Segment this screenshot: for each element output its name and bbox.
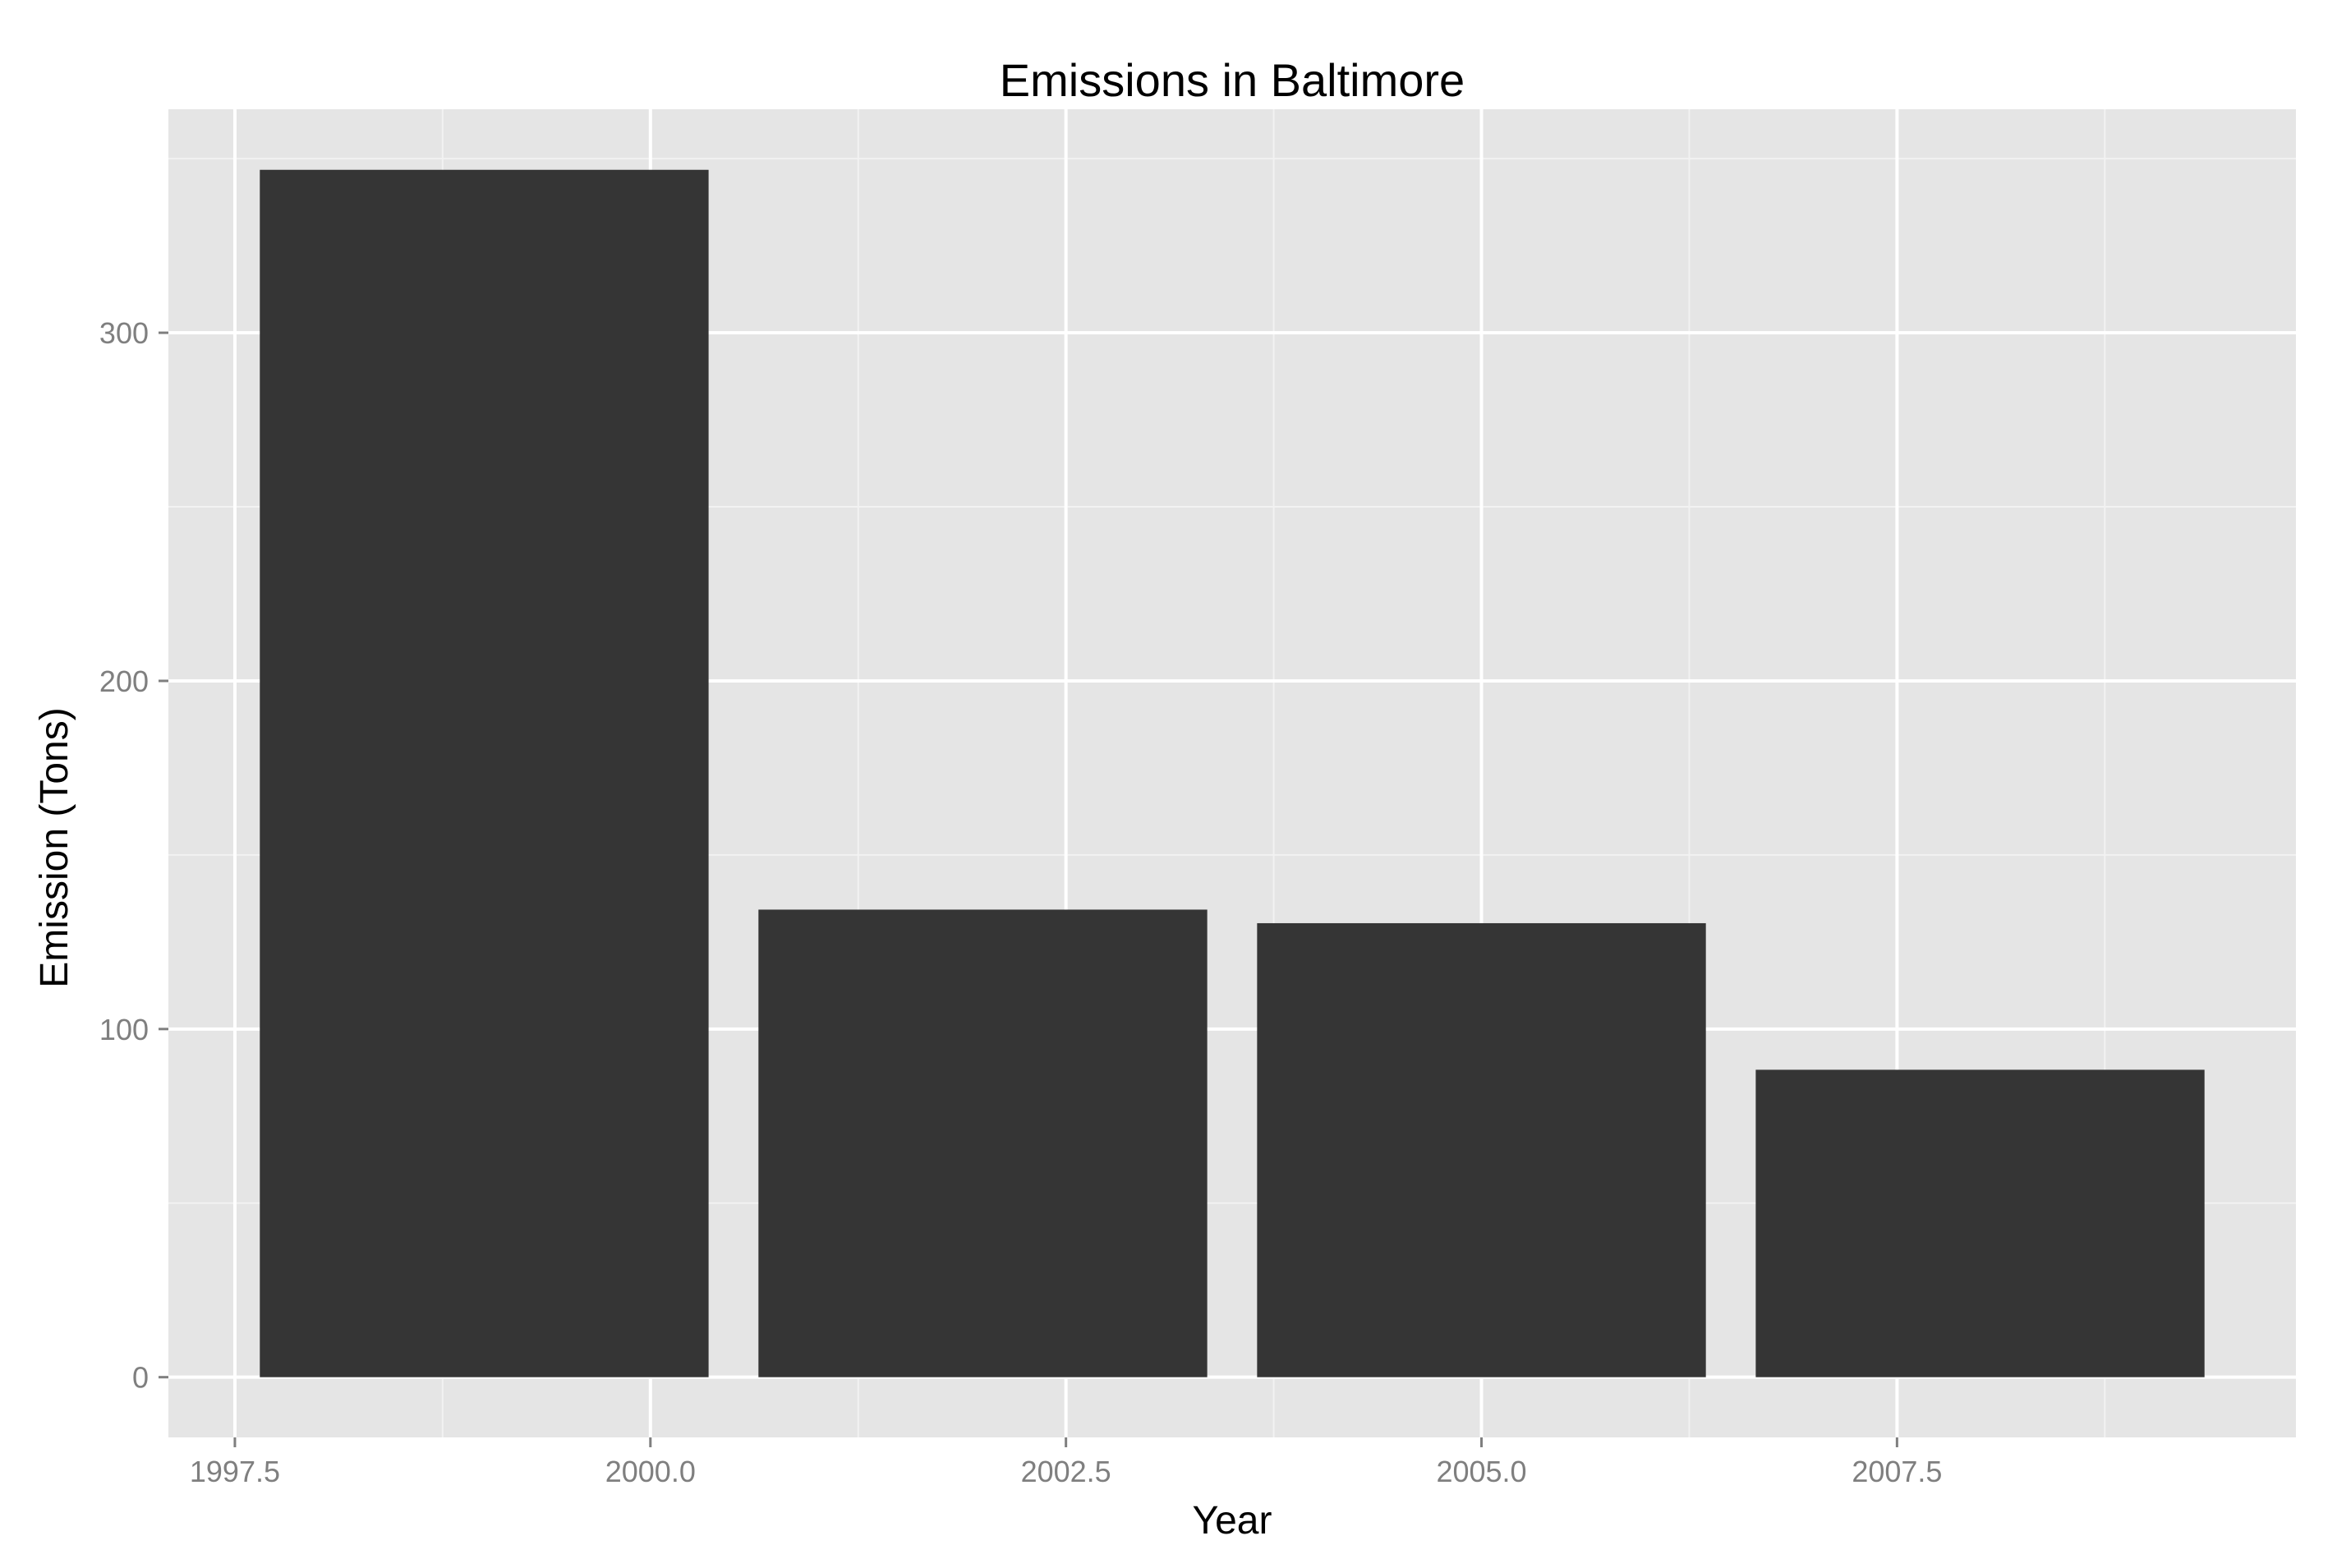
y-axis: 0 100 200 300 xyxy=(99,316,168,1395)
x-tick-label: 2007.5 xyxy=(1852,1455,1942,1488)
bar-2005 xyxy=(1257,922,1706,1377)
x-tick-label: 2002.5 xyxy=(1021,1455,1111,1488)
x-tick-label: 1997.5 xyxy=(190,1455,280,1488)
y-tick-label: 0 xyxy=(132,1361,149,1395)
y-tick-label: 200 xyxy=(99,664,149,698)
chart-title: Emissions in Baltimore xyxy=(1000,54,1465,106)
x-tick-label: 2005.0 xyxy=(1436,1455,1526,1488)
bars xyxy=(260,169,2205,1377)
y-axis-title: Emission (Tons) xyxy=(33,707,76,987)
x-axis: 1997.5 2000.0 2002.5 2005.0 2007.5 xyxy=(190,1437,1942,1488)
y-tick-label: 100 xyxy=(99,1013,149,1046)
bar-2002 xyxy=(758,909,1208,1377)
x-axis-title: Year xyxy=(1193,1499,1272,1543)
y-tick-label: 300 xyxy=(99,316,149,350)
x-tick-label: 2000.0 xyxy=(605,1455,696,1488)
bar-2008 xyxy=(1755,1069,2205,1377)
bar-1999 xyxy=(260,169,709,1377)
